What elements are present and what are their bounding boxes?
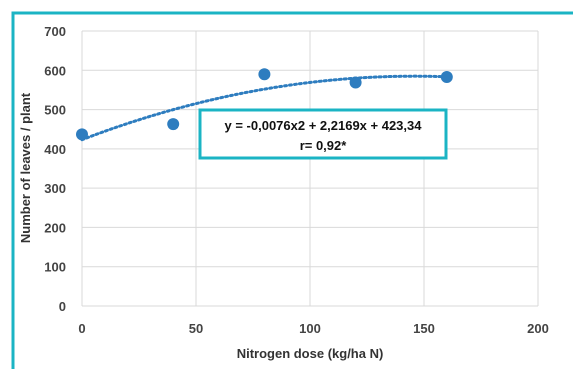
y-tick-label: 600: [44, 63, 66, 78]
equation-box-border: [198, 108, 448, 160]
polynomial-trendline: [80, 74, 449, 142]
y-tick-label: 300: [44, 181, 66, 196]
data-point: [167, 118, 180, 131]
y-tick-label: 500: [44, 103, 66, 118]
data-point: [76, 128, 88, 141]
x-tick-label: 150: [413, 321, 435, 336]
y-tick-label: 400: [44, 142, 66, 157]
x-tick-label: 0: [78, 321, 85, 336]
x-axis-title: Nitrogen dose (kg/ha N): [237, 346, 384, 361]
x-tick-label: 200: [527, 321, 549, 336]
data-point: [440, 70, 453, 83]
y-tick-label: 700: [44, 24, 66, 39]
chart-frame-border: [11, 11, 573, 369]
y-axis-title: Number of leaves / plant: [18, 92, 33, 243]
trendline-equation: y = -0,0076x2 + 2,2169x + 423,34: [225, 118, 423, 133]
data-point: [258, 68, 271, 81]
y-tick-label: 0: [59, 299, 66, 314]
data-point: [349, 76, 362, 89]
y-tick-label: 200: [44, 220, 66, 235]
equation-box: y = -0,0076x2 + 2,2169x + 423,34 r= 0,92…: [198, 108, 448, 160]
x-tick-label: 50: [189, 321, 203, 336]
tick-labels: 0 100 200 300 400 500 600 700 0 50 100 150 200: [44, 24, 549, 336]
y-tick-label: 100: [44, 260, 66, 275]
x-tick-label: 100: [299, 321, 321, 336]
correlation-coefficient: r= 0,92*: [300, 138, 348, 153]
data-points: [76, 68, 453, 141]
